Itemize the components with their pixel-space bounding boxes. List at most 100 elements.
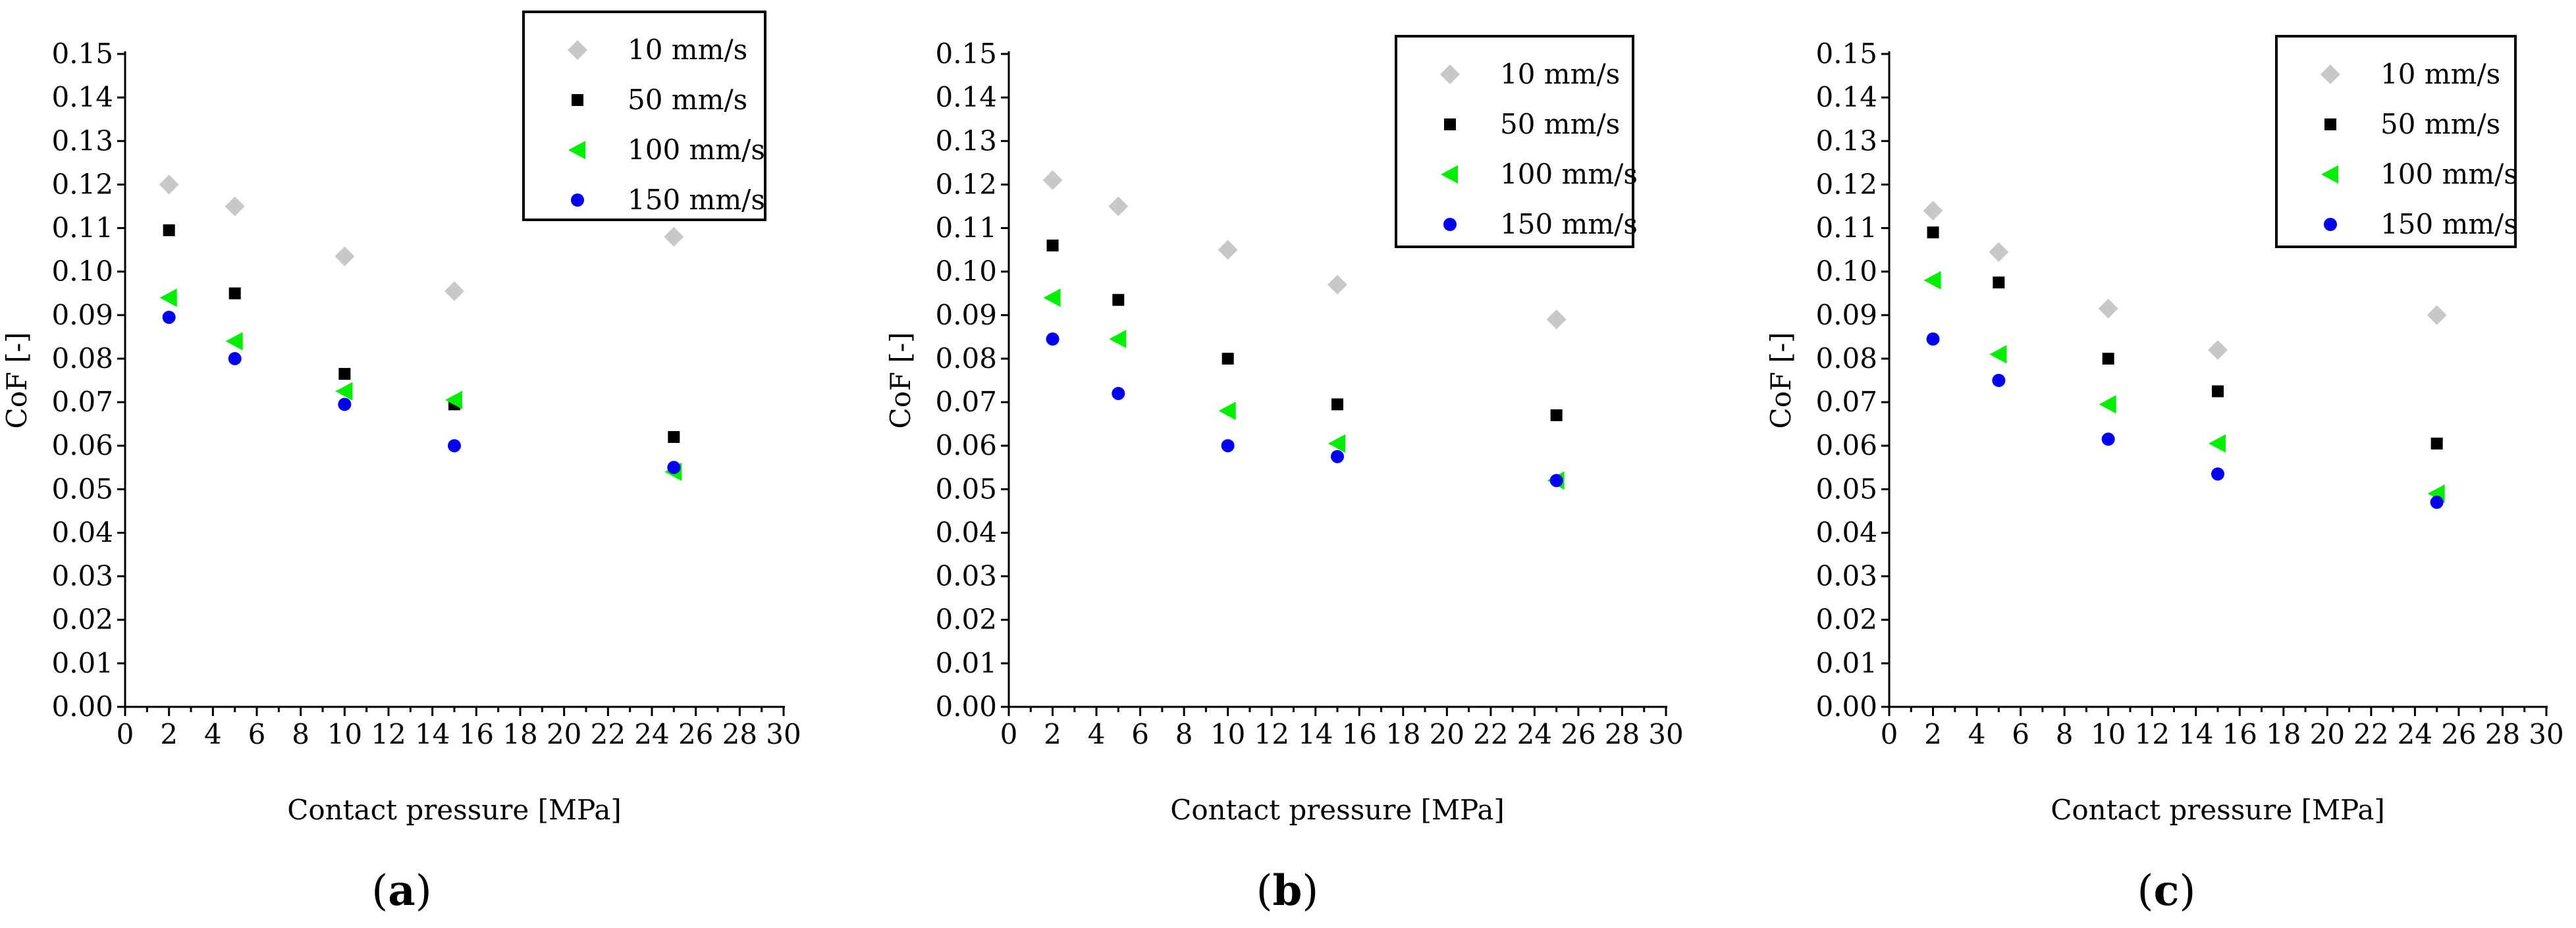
- x-axis-title: Contact pressure [MPa]: [287, 794, 622, 826]
- x-tick-label: 12: [1254, 718, 1289, 750]
- x-tick-label: 28: [722, 718, 757, 750]
- legend-box: [2275, 35, 2517, 248]
- x-tick-label: 0: [117, 718, 134, 750]
- data-point: [2430, 496, 2444, 509]
- y-tick-label: 0.05: [1815, 473, 1877, 505]
- legend-marker: [1443, 218, 1457, 231]
- y-tick-label: 0.11: [1815, 212, 1877, 244]
- data-point: [448, 439, 461, 453]
- y-tick-label: 0.07: [935, 386, 997, 418]
- x-tick-label: 24: [634, 718, 669, 750]
- x-tick-label: 26: [2441, 718, 2476, 750]
- series-10-mm-s: [159, 174, 684, 301]
- data-point: [444, 281, 464, 301]
- data-point: [335, 382, 353, 401]
- x-tick-label: 8: [292, 718, 309, 750]
- data-point: [1550, 409, 1563, 421]
- data-point: [162, 311, 176, 324]
- x-tick-label: 2: [160, 718, 178, 750]
- x-tick-label: 30: [766, 718, 801, 750]
- data-point: [2098, 298, 2118, 319]
- data-point: [1923, 271, 1941, 290]
- y-tick-label: 0.15: [51, 38, 113, 70]
- data-point: [228, 287, 241, 299]
- y-tick-label: 0.10: [51, 255, 113, 288]
- y-tick-label: 0.10: [1815, 255, 1877, 288]
- data-point: [668, 430, 680, 443]
- y-tick-label: 0.02: [935, 604, 997, 636]
- legend-label: 150 mm/s: [628, 184, 765, 216]
- y-tick-label: 0.12: [935, 168, 997, 200]
- series-10-mm-s: [1042, 170, 1567, 330]
- x-tick-label: 22: [1473, 718, 1508, 750]
- data-point: [2099, 395, 2116, 414]
- y-tick-label: 0.00: [1815, 690, 1877, 723]
- y-tick-label: 0.01: [51, 647, 113, 679]
- data-point: [1112, 294, 1125, 306]
- x-tick-label: 26: [1561, 718, 1596, 750]
- y-tick-label: 0.05: [51, 473, 113, 505]
- legend-marker: [572, 94, 583, 106]
- data-point: [1546, 309, 1567, 330]
- y-tick-label: 0.15: [935, 38, 997, 70]
- data-point: [1046, 332, 1060, 346]
- data-point: [2101, 432, 2115, 446]
- legend: 10 mm/s 50 mm/s 100 mm/s 150 mm/s: [1395, 35, 1638, 248]
- data-point: [1221, 439, 1235, 453]
- data-point: [1926, 332, 1940, 346]
- x-tick-label: 16: [2222, 718, 2257, 750]
- data-point: [1927, 226, 1939, 239]
- chart-panel-a: 0.00 0.01 0.02 0.03 0.04 0.05 0.06 0.07 0.08 0.09…: [1, 11, 801, 915]
- y-tick-label: 0.03: [1815, 560, 1877, 592]
- y-tick-label: 0.13: [51, 124, 113, 157]
- legend-marker: [568, 40, 587, 60]
- data-point: [1218, 240, 1238, 260]
- series-150-mm-s: [162, 311, 681, 475]
- chart-panel-c: 0.00 0.01 0.02 0.03 0.04 0.05 0.06 0.07 0.08 0.09…: [1765, 35, 2564, 915]
- legend-marker: [2321, 165, 2338, 184]
- x-tick-label: 12: [2134, 718, 2169, 750]
- y-tick-label: 0.01: [935, 647, 997, 679]
- data-point: [163, 224, 175, 236]
- x-tick-label: 22: [591, 718, 626, 750]
- x-tick-label: 20: [547, 718, 581, 750]
- legend-marker: [568, 141, 585, 159]
- x-tick-label: 8: [2056, 718, 2074, 750]
- data-point: [1923, 201, 1943, 221]
- data-point: [159, 288, 177, 307]
- y-axis-title: CoF [-]: [1765, 332, 1797, 429]
- y-tick-label: 0.06: [1815, 429, 1877, 461]
- data-point: [664, 226, 684, 247]
- series-10-mm-s: [1923, 201, 2447, 360]
- x-tick-label: 8: [1175, 718, 1193, 750]
- data-point: [1112, 386, 1125, 400]
- legend-label: 150 mm/s: [1500, 208, 1638, 240]
- data-point: [1328, 274, 1347, 295]
- y-tick-label: 0.12: [51, 168, 113, 200]
- series-150-mm-s: [1046, 332, 1563, 488]
- legend-marker: [1441, 165, 1458, 184]
- data-point: [1109, 330, 1127, 349]
- y-tick-label: 0.11: [935, 212, 997, 244]
- y-tick-label: 0.00: [935, 690, 997, 723]
- y-tick-label: 0.05: [935, 473, 997, 505]
- x-tick-label: 4: [1088, 718, 1106, 750]
- x-tick-label: 30: [1648, 718, 1683, 750]
- legend-label: 50 mm/s: [1500, 108, 1620, 140]
- data-point: [1989, 345, 2007, 364]
- y-tick-label: 0.11: [51, 212, 113, 244]
- x-tick-label: 0: [1881, 718, 1898, 750]
- y-tick-label: 0.13: [935, 124, 997, 157]
- data-point: [338, 398, 352, 411]
- x-tick-label: 20: [1430, 718, 1464, 750]
- legend-marker: [2324, 118, 2336, 130]
- legend-box: [522, 11, 766, 221]
- x-tick-label: 14: [1298, 718, 1333, 750]
- data-point: [2208, 340, 2228, 360]
- x-tick-label: 24: [2398, 718, 2432, 750]
- y-tick-label: 0.03: [935, 560, 997, 592]
- x-axis-title: Contact pressure [MPa]: [2051, 794, 2385, 826]
- y-tick-label: 0.01: [1815, 647, 1877, 679]
- series-150-mm-s: [1926, 332, 2444, 509]
